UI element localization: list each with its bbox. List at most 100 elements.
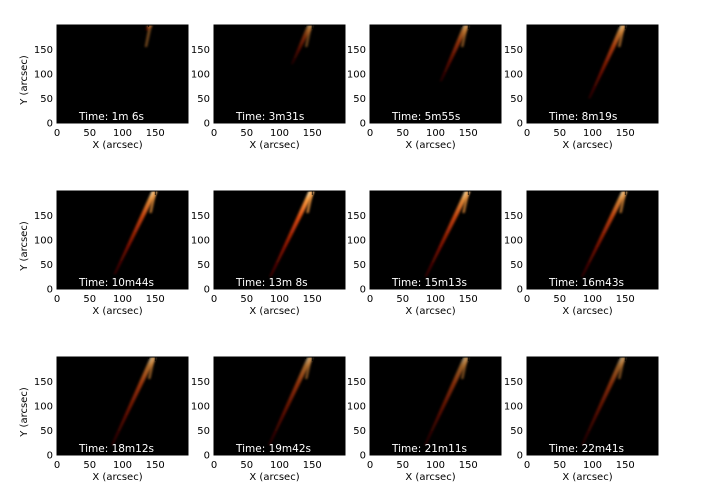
y-tick-label: 50 <box>353 260 366 271</box>
x-tick-label: 50 <box>553 460 566 471</box>
x-axis-label: X (arcsec) <box>562 472 612 483</box>
y-tick-label: 150 <box>191 45 210 56</box>
heatmap-image <box>57 25 188 123</box>
x-tick-label: 50 <box>83 294 96 305</box>
heatmap-image <box>57 191 188 289</box>
y-tick-label: 150 <box>34 211 53 222</box>
y-tick-label: 150 <box>504 377 523 388</box>
panel-12: 0 50 100 150 0 50 100 150 X (arcsec) Y (arcsec) Ti… <box>489 356 659 483</box>
emission-ribbon <box>423 357 470 446</box>
heatmap-image <box>370 25 501 123</box>
y-axis-label: Y (arcsec) <box>332 55 343 106</box>
x-tick-label: 150 <box>303 128 322 139</box>
y-tick-label: 100 <box>34 402 53 413</box>
emission-core <box>149 191 157 213</box>
x-tick-label: 150 <box>303 460 322 471</box>
y-axis-label: Y (arcsec) <box>489 387 500 438</box>
heatmap-image <box>370 357 501 455</box>
y-tick-label: 0 <box>360 451 366 462</box>
x-axis-label: X (arcsec) <box>92 140 142 151</box>
y-tick-label: 100 <box>191 402 210 413</box>
y-tick-label: 50 <box>40 426 53 437</box>
panel-9: 0 50 100 150 0 50 100 150 X (arcsec) Y (arcsec) Ti… <box>19 356 189 483</box>
emission-ribbon <box>424 191 471 277</box>
y-tick-label: 150 <box>347 45 366 56</box>
x-axis-label: X (arcsec) <box>562 306 612 317</box>
y-tick-label: 0 <box>47 285 53 296</box>
x-tick-label: 150 <box>616 294 635 305</box>
panel-1: 0 50 100 150 0 50 100 150 X (arcsec) Y (arcsec) Ti… <box>19 24 189 151</box>
y-axis-label: Y (arcsec) <box>489 55 500 106</box>
y-axis-label: Y (arcsec) <box>19 55 30 106</box>
x-tick-label: 0 <box>211 460 217 471</box>
x-tick-label: 150 <box>146 460 165 471</box>
y-tick-label: 100 <box>34 236 53 247</box>
heatmap-image <box>527 25 658 123</box>
y-tick-label: 100 <box>347 236 366 247</box>
emission-ribbon <box>269 191 315 277</box>
y-tick-label: 0 <box>517 285 523 296</box>
y-tick-label: 50 <box>510 426 523 437</box>
x-tick-label: 150 <box>459 128 478 139</box>
y-tick-label: 150 <box>347 211 366 222</box>
x-tick-label: 0 <box>54 460 60 471</box>
emission-core <box>147 357 156 379</box>
y-axis-label: Y (arcsec) <box>489 221 500 272</box>
x-tick-label: 50 <box>396 460 409 471</box>
panel-5: 0 50 100 150 0 50 100 150 X (arcsec) Y (arcsec) Ti… <box>19 190 189 317</box>
panel-2: 0 50 100 150 0 50 100 150 X (arcsec) Y (arcsec) Ti… <box>176 24 346 151</box>
x-axis-label: X (arcsec) <box>92 306 142 317</box>
y-tick-label: 100 <box>191 236 210 247</box>
emission-core <box>304 25 313 47</box>
time-label: Time: 22m41s <box>548 443 624 455</box>
heatmap-image <box>370 191 501 289</box>
x-tick-label: 100 <box>270 460 289 471</box>
x-tick-label: 100 <box>583 128 602 139</box>
y-axis-label: Y (arcsec) <box>332 387 343 438</box>
emission-ribbon <box>439 25 470 82</box>
x-tick-label: 0 <box>524 294 530 305</box>
y-tick-label: 150 <box>34 377 53 388</box>
x-tick-label: 50 <box>553 128 566 139</box>
y-tick-label: 100 <box>191 70 210 81</box>
y-tick-label: 100 <box>504 70 523 81</box>
emission-ribbon <box>110 357 157 446</box>
x-tick-label: 50 <box>83 128 96 139</box>
x-tick-label: 100 <box>113 128 132 139</box>
y-axis-label: Y (arcsec) <box>176 55 187 106</box>
time-label: Time: 13m 8s <box>235 277 308 289</box>
y-axis-label: Y (arcsec) <box>176 387 187 438</box>
x-tick-label: 0 <box>524 128 530 139</box>
heatmap-image <box>527 191 658 289</box>
x-tick-label: 0 <box>211 128 217 139</box>
heatmap-image <box>57 357 188 455</box>
x-axis-label: X (arcsec) <box>249 140 299 151</box>
y-tick-label: 0 <box>360 285 366 296</box>
y-tick-label: 100 <box>34 70 53 81</box>
emission-ribbon <box>113 191 158 275</box>
x-tick-label: 150 <box>616 460 635 471</box>
y-tick-label: 0 <box>204 119 210 130</box>
y-tick-label: 50 <box>197 94 210 105</box>
emission-core <box>462 191 470 213</box>
x-tick-label: 50 <box>553 294 566 305</box>
x-tick-label: 100 <box>426 128 445 139</box>
x-tick-label: 150 <box>146 128 165 139</box>
y-axis-label: Y (arcsec) <box>19 221 30 272</box>
panel-4: 0 50 100 150 0 50 100 150 X (arcsec) Y (arcsec) Ti… <box>489 24 659 151</box>
heatmap-image <box>214 191 345 289</box>
panel-3: 0 50 100 150 0 50 100 150 X (arcsec) Y (arcsec) Ti… <box>332 24 502 151</box>
y-tick-label: 50 <box>197 426 210 437</box>
x-tick-label: 50 <box>240 460 253 471</box>
x-axis-label: X (arcsec) <box>249 472 299 483</box>
time-label: Time: 18m12s <box>78 443 154 455</box>
x-axis-label: X (arcsec) <box>562 140 612 151</box>
y-tick-label: 0 <box>47 451 53 462</box>
x-tick-label: 150 <box>459 460 478 471</box>
x-tick-label: 100 <box>113 294 132 305</box>
x-tick-label: 0 <box>367 460 373 471</box>
y-tick-label: 50 <box>40 94 53 105</box>
y-tick-label: 100 <box>347 70 366 81</box>
heatmap-image <box>527 357 658 455</box>
y-tick-label: 100 <box>504 402 523 413</box>
